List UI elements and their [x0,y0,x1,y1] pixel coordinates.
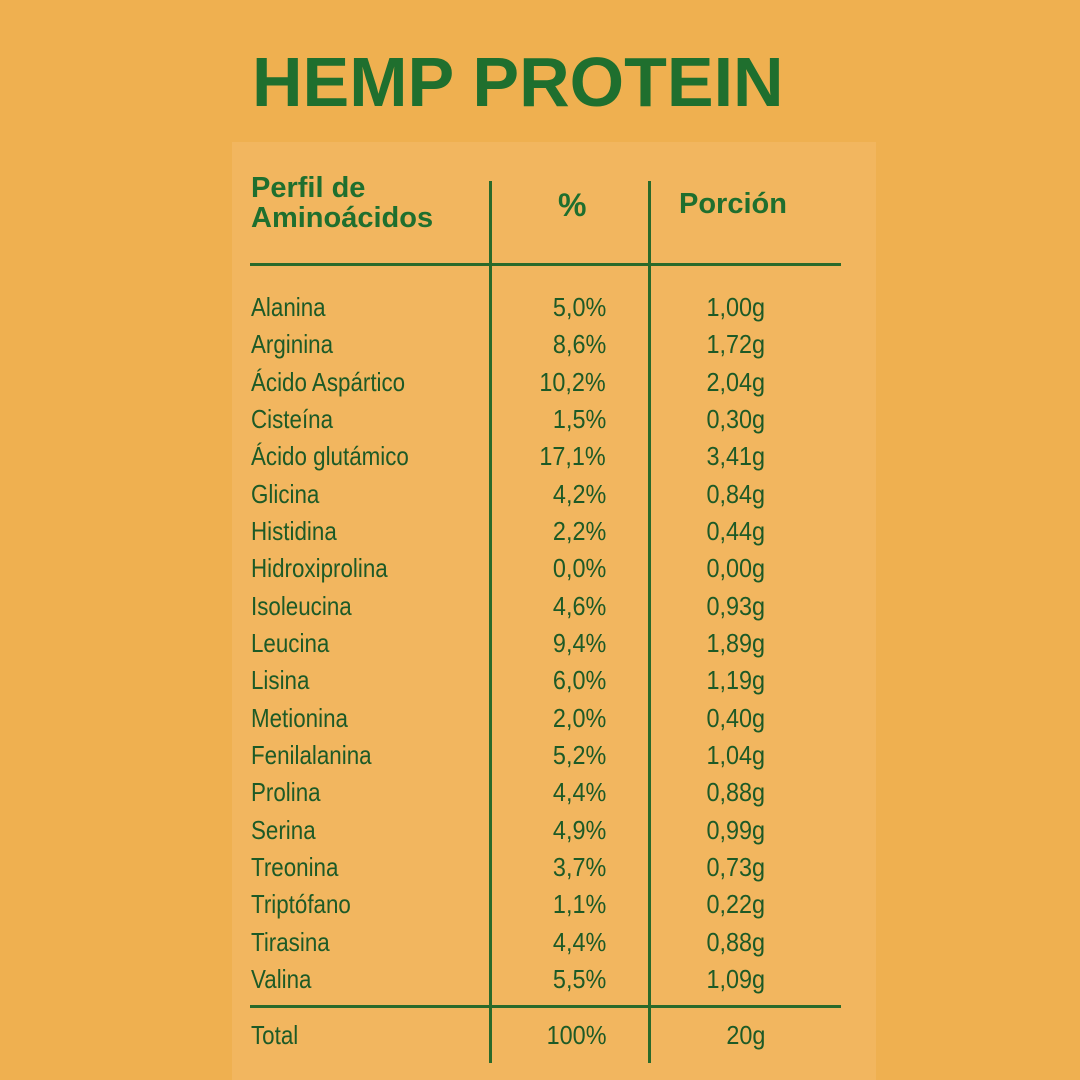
amino-acid-portion: 0,44g [706,515,765,546]
amino-acid-percent: 4,9% [552,814,606,845]
amino-acid-name: Lisina [251,665,310,696]
amino-acid-name: Arginina [251,329,334,360]
amino-acid-name: Ácido glutámico [251,441,409,472]
table-row: Fenilalanina 5,2% 1,04g [0,737,1080,774]
amino-acid-portion: 3,41g [706,441,765,472]
table-row: Tirasina 4,4% 0,88g [0,924,1080,961]
table-row: Leucina 9,4% 1,89g [0,625,1080,662]
amino-acid-percent: 2,0% [552,702,606,733]
table-row: Isoleucina 4,6% 0,93g [0,588,1080,625]
amino-acid-portion: 0,88g [706,926,765,957]
table-row: Ácido glutámico 17,1% 3,41g [0,438,1080,475]
table-row: Valina 5,5% 1,09g [0,961,1080,998]
amino-acid-name: Cisteína [251,403,334,434]
header-name-line2: Aminoácidos [251,202,434,234]
amino-acid-name: Fenilalanina [251,739,372,770]
amino-acid-percent: 0,0% [552,553,606,584]
column-divider-1 [489,181,492,1063]
amino-acid-percent: 4,4% [552,926,606,957]
amino-acid-name: Treonina [251,851,339,882]
amino-acid-name: Valina [251,963,312,994]
amino-acid-name: Isoleucina [251,590,352,621]
amino-acid-name: Ácido Aspártico [251,366,406,397]
total-rule [250,1005,841,1008]
amino-acid-portion: 1,00g [706,292,765,322]
table-row: Histidina 2,2% 0,44g [0,513,1080,550]
amino-acid-name: Metionina [251,702,348,733]
amino-acid-name: Alanina [251,292,326,322]
amino-acid-percent: 5,0% [552,292,606,322]
table-row: Treonina 3,7% 0,73g [0,849,1080,886]
table-row: Cisteína 1,5% 0,30g [0,401,1080,438]
amino-acid-portion: 0,30g [706,403,765,434]
amino-acid-portion: 2,04g [706,366,765,397]
amino-acid-percent: 10,2% [539,366,606,397]
table-row: Prolina 4,4% 0,88g [0,774,1080,811]
amino-acid-portion: 0,00g [706,553,765,584]
amino-acid-percent: 17,1% [539,441,606,472]
table-row: Lisina 6,0% 1,19g [0,662,1080,699]
total-percent: 100% [546,1020,606,1050]
amino-acid-name: Serina [251,814,316,845]
header-percent: % [558,187,587,223]
table-row: Serina 4,9% 0,99g [0,812,1080,849]
header-name-line1: Perfil de [251,172,366,204]
table-row: Glicina 4,2% 0,84g [0,476,1080,513]
header-rule [250,263,841,266]
total-label: Total [251,1020,299,1050]
amino-acid-name: Triptófano [251,889,351,920]
amino-acid-portion: 0,73g [706,851,765,882]
page-title: HEMP PROTEIN [252,43,784,121]
amino-acid-portion: 0,40g [706,702,765,733]
amino-acid-portion: 0,84g [706,478,765,509]
amino-acid-percent: 3,7% [552,851,606,882]
amino-acid-percent: 8,6% [552,329,606,360]
amino-acid-portion: 1,04g [706,739,765,770]
amino-acid-percent: 5,5% [552,963,606,994]
amino-acid-percent: 1,5% [552,403,606,434]
amino-acid-percent: 4,2% [552,478,606,509]
table-row: Alanina 5,0% 1,00g [0,289,1080,326]
amino-acid-percent: 2,2% [552,515,606,546]
table-row: Arginina 8,6% 1,72g [0,326,1080,363]
amino-acid-portion: 1,19g [706,665,765,696]
amino-acid-portion: 0,88g [706,777,765,808]
amino-acid-portion: 0,93g [706,590,765,621]
total-portion: 20g [725,1020,765,1050]
table-row: Hidroxiprolina 0,0% 0,00g [0,550,1080,587]
amino-acid-percent: 5,2% [552,739,606,770]
amino-acid-name: Hidroxiprolina [251,553,388,584]
amino-acid-name: Tirasina [251,926,330,957]
amino-acid-name: Histidina [251,515,337,546]
amino-acid-name: Prolina [251,777,321,808]
table-row: Metionina 2,0% 0,40g [0,700,1080,737]
amino-acid-percent: 4,4% [552,777,606,808]
total-row: Total 100% 20g [0,1017,1080,1054]
amino-acid-portion: 1,89g [706,627,765,658]
amino-acid-table-panel [232,142,876,1080]
header-portion: Porción [679,188,787,220]
amino-acid-name: Glicina [251,478,320,509]
amino-acid-name: Leucina [251,627,330,658]
amino-acid-portion: 0,22g [706,889,765,920]
amino-acid-portion: 0,99g [706,814,765,845]
amino-acid-percent: 9,4% [552,627,606,658]
table-row: Ácido Aspártico 10,2% 2,04g [0,364,1080,401]
amino-acid-portion: 1,09g [706,963,765,994]
amino-acid-percent: 1,1% [552,889,606,920]
amino-acid-percent: 4,6% [552,590,606,621]
column-divider-2 [648,181,651,1063]
table-row: Triptófano 1,1% 0,22g [0,886,1080,923]
amino-acid-percent: 6,0% [552,665,606,696]
amino-acid-portion: 1,72g [706,329,765,360]
